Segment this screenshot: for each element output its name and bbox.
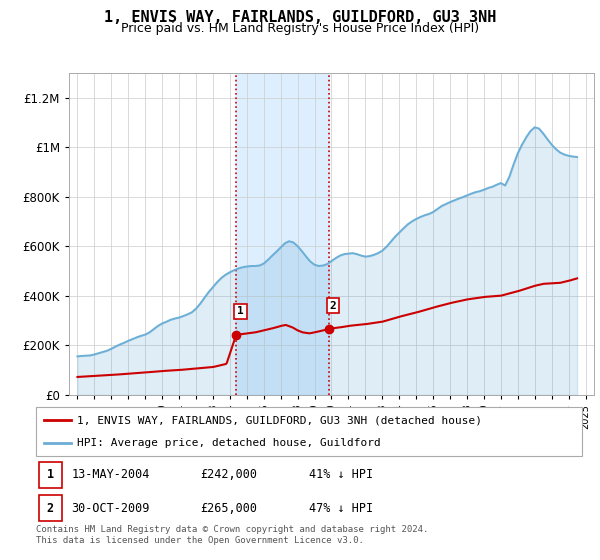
Text: Price paid vs. HM Land Registry's House Price Index (HPI): Price paid vs. HM Land Registry's House … (121, 22, 479, 35)
Text: £242,000: £242,000 (200, 468, 257, 482)
Bar (39, 495, 62, 521)
Text: Contains HM Land Registry data © Crown copyright and database right 2024.: Contains HM Land Registry data © Crown c… (36, 525, 428, 534)
Text: 30-OCT-2009: 30-OCT-2009 (71, 502, 150, 515)
Text: HPI: Average price, detached house, Guildford: HPI: Average price, detached house, Guil… (77, 438, 381, 448)
Text: 1: 1 (237, 306, 244, 316)
Text: £265,000: £265,000 (200, 502, 257, 515)
Text: 2: 2 (329, 301, 336, 311)
Text: This data is licensed under the Open Government Licence v3.0.: This data is licensed under the Open Gov… (36, 536, 364, 545)
Text: 1: 1 (47, 468, 54, 482)
Text: 1, ENVIS WAY, FAIRLANDS, GUILDFORD, GU3 3NH: 1, ENVIS WAY, FAIRLANDS, GUILDFORD, GU3 … (104, 10, 496, 25)
Text: 13-MAY-2004: 13-MAY-2004 (71, 468, 150, 482)
Text: 2: 2 (47, 502, 54, 515)
Text: 47% ↓ HPI: 47% ↓ HPI (309, 502, 373, 515)
Bar (39, 461, 62, 488)
Text: 1, ENVIS WAY, FAIRLANDS, GUILDFORD, GU3 3NH (detached house): 1, ENVIS WAY, FAIRLANDS, GUILDFORD, GU3 … (77, 416, 482, 426)
Text: 41% ↓ HPI: 41% ↓ HPI (309, 468, 373, 482)
Bar (236, 73, 329, 395)
